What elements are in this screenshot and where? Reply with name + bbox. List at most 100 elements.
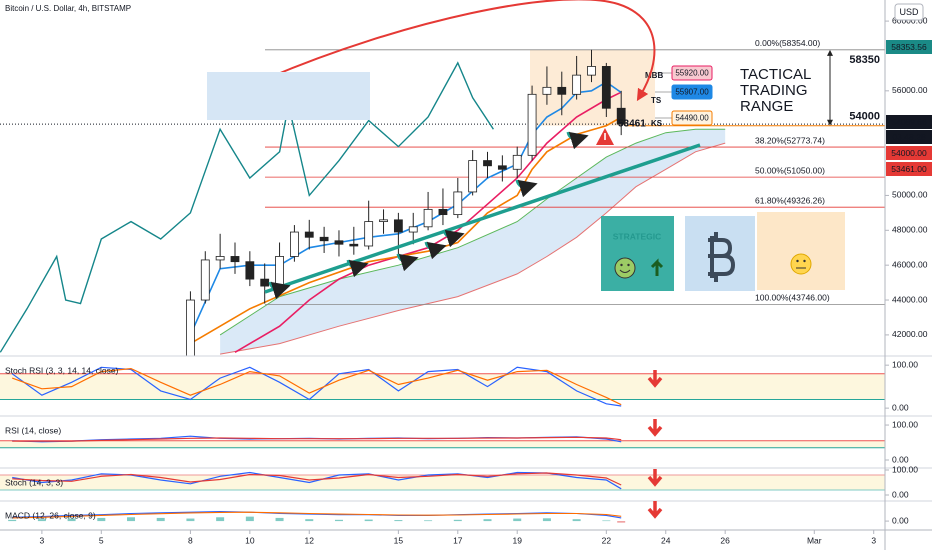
price-tag — [886, 40, 932, 54]
price-tag-label: 54089.66 — [891, 117, 927, 127]
y-tick-label: 56000.00 — [892, 85, 928, 95]
fib-label: 0.00%(58354.00) — [755, 38, 820, 48]
candle-body — [587, 66, 596, 76]
y-tick-label: 50000.00 — [892, 190, 928, 200]
histogram-bar — [542, 518, 551, 522]
indicator-line — [11, 367, 622, 406]
x-tick-label: 5 — [99, 535, 104, 545]
histogram-bar — [602, 520, 611, 522]
trend-line — [264, 143, 701, 294]
series-name: TS — [651, 96, 662, 105]
candle-body — [304, 231, 314, 238]
histogram-bar — [245, 516, 254, 522]
histogram-bar — [513, 518, 522, 522]
price-tag — [886, 130, 932, 144]
price-tag — [886, 115, 932, 129]
candle-body — [379, 219, 388, 222]
candle-body — [468, 160, 478, 193]
price-tag — [886, 162, 932, 176]
swing-arrow — [268, 281, 291, 300]
histogram-bar — [8, 519, 17, 522]
y-tick-label: 48000.00 — [892, 225, 928, 235]
strategic-card — [601, 216, 674, 291]
eye — [620, 263, 623, 267]
x-tick-label: 8 — [188, 535, 193, 545]
y-tick-label: 100.00 — [892, 419, 918, 429]
value-box — [671, 110, 713, 126]
down-arrow-icon — [647, 501, 663, 519]
warning-mark — [604, 133, 606, 140]
y-tick-label: 46000.00 — [892, 259, 928, 269]
candle-body — [512, 154, 522, 170]
up-arrow-icon — [650, 258, 664, 276]
x-tick-label: 22 — [602, 535, 612, 545]
candle-body — [438, 208, 448, 216]
candle-body — [260, 278, 270, 287]
candle-body — [497, 165, 507, 170]
histogram-bar — [216, 517, 225, 522]
fib-label: 50.00%(51050.00) — [755, 165, 825, 175]
series-name: KS — [651, 119, 663, 128]
candle-body — [527, 93, 537, 156]
swing-arrow — [396, 253, 419, 272]
y-tick-label: 0.00 — [892, 489, 909, 499]
candle-body — [572, 74, 582, 95]
candle-body — [334, 240, 344, 245]
candle-body — [215, 256, 225, 261]
eye — [627, 263, 630, 267]
candle-body — [483, 160, 492, 167]
x-tick-label: 3 — [40, 535, 45, 545]
histogram-bar — [334, 519, 343, 522]
price-tag — [886, 146, 932, 160]
eye — [796, 259, 799, 263]
candle-body — [601, 66, 611, 109]
histogram-bar — [483, 519, 492, 522]
x-tick-label: 17 — [453, 535, 463, 545]
face — [614, 257, 636, 279]
pane-title: RSI (14, close) — [5, 425, 61, 435]
histogram-bar — [424, 520, 433, 522]
x-tick-label: 15 — [394, 535, 404, 545]
currency: USD — [899, 7, 919, 17]
histogram-bar — [37, 519, 46, 522]
x-tick-label: 10 — [245, 535, 255, 545]
smiley-icon — [614, 257, 636, 279]
bitcoin-icon — [708, 232, 736, 282]
candle-body — [245, 261, 255, 280]
candle-body — [557, 86, 567, 95]
value-box — [671, 65, 713, 81]
y-tick-label: 100.00 — [892, 464, 918, 474]
histogram-bar — [305, 519, 314, 522]
y-tick-label: 0.00 — [892, 454, 909, 464]
range-high-label: 58350 — [849, 54, 880, 66]
candle-body — [275, 256, 284, 287]
histogram-bar — [97, 517, 106, 522]
series-name: MBB — [645, 71, 663, 80]
histogram-bar — [127, 517, 136, 522]
candle-body — [186, 299, 195, 356]
candle-body — [200, 259, 210, 301]
mouth — [619, 269, 631, 273]
y-tick-label: 0.00 — [892, 402, 909, 412]
histogram-bar — [275, 517, 284, 522]
histogram-bar — [156, 517, 165, 522]
price-tag-label: 53461.00 — [891, 164, 927, 174]
x-tick-label: 19 — [512, 535, 522, 545]
pane-title: MACD (12, 26, close, 9) — [5, 510, 96, 520]
indicator-line — [0, 61, 494, 353]
candle-body — [230, 256, 240, 263]
range-title: RANGE — [740, 98, 793, 115]
range-title: TACTICAL — [740, 66, 811, 83]
pane-title: Stoch (14, 3, 3) — [5, 477, 63, 487]
candle-body — [349, 243, 359, 247]
histogram-bar — [67, 518, 76, 522]
candle-body — [542, 86, 552, 95]
candle-body — [408, 226, 418, 233]
indicator-line — [12, 472, 622, 486]
candle-body — [319, 236, 329, 242]
fib-label: 38.20%(52773.74) — [755, 135, 825, 145]
price-pane: 0.00%(58354.00) 38.20%(52773.74) 50.00%(51… — [0, 38, 885, 356]
